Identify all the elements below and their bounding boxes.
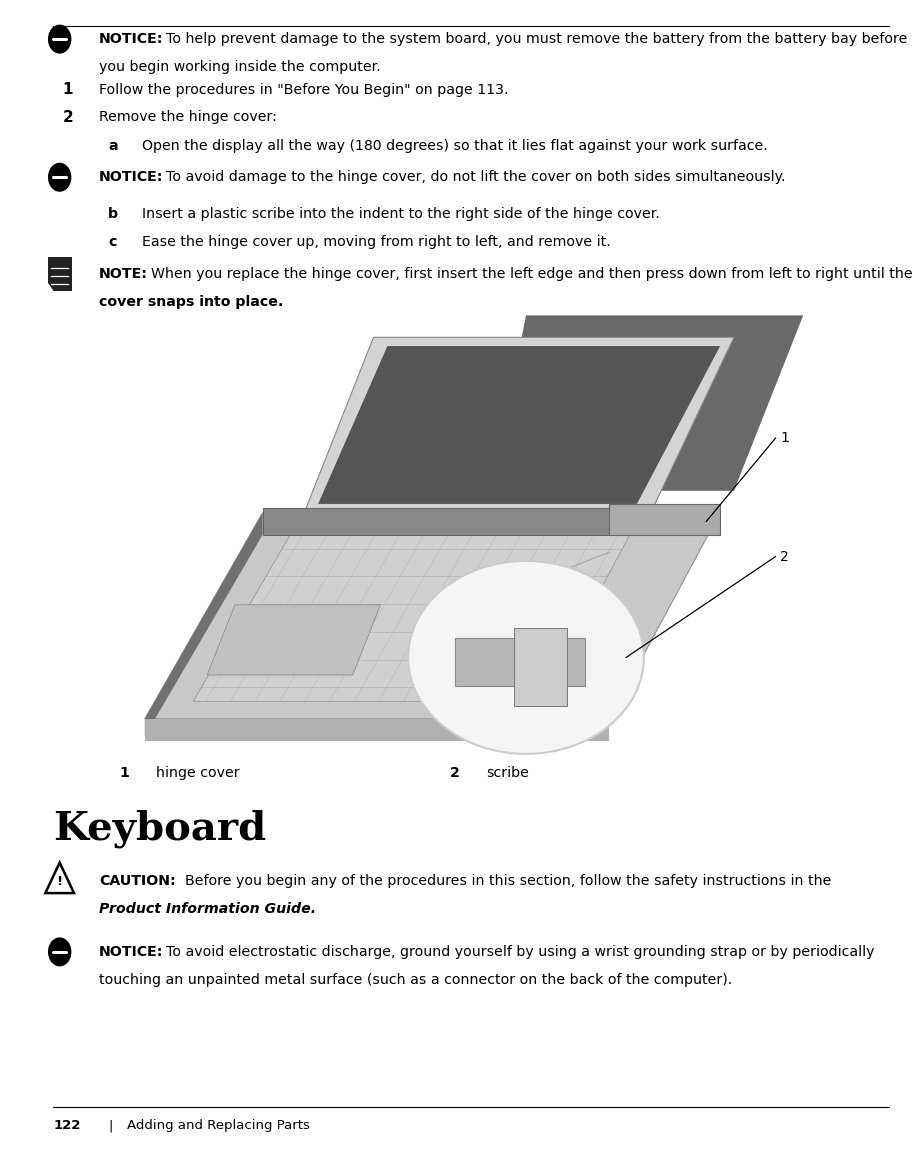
Text: Ease the hinge cover up, moving from right to left, and remove it.: Ease the hinge cover up, moving from rig… [142,235,611,249]
Text: hinge cover: hinge cover [156,767,240,780]
Polygon shape [610,504,720,534]
Polygon shape [145,512,263,737]
Text: c: c [108,235,117,249]
Text: NOTICE:: NOTICE: [99,945,163,959]
Text: NOTICE:: NOTICE: [99,32,163,46]
Text: touching an unpainted metal surface (such as a connector on the back of the comp: touching an unpainted metal surface (suc… [99,973,733,988]
Text: 2: 2 [780,549,789,564]
Bar [110,315,803,754]
Text: To avoid electrostatic discharge, ground yourself by using a wrist grounding str: To avoid electrostatic discharge, ground… [166,945,875,959]
Text: Remove the hinge cover:: Remove the hinge cover: [99,110,277,124]
Text: NOTICE:: NOTICE: [99,170,163,184]
Polygon shape [145,512,720,719]
Circle shape [49,163,71,191]
Text: CAUTION:: CAUTION: [99,874,176,887]
Text: scribe: scribe [487,767,530,780]
Ellipse shape [409,561,644,754]
Text: cover snaps into place.: cover snaps into place. [99,295,284,310]
Circle shape [49,25,71,53]
Text: To avoid damage to the hinge cover, do not lift the cover on both sides simultan: To avoid damage to the hinge cover, do n… [166,170,786,184]
Bar [48,257,72,291]
Text: 1: 1 [780,432,789,445]
Text: NOTE:: NOTE: [99,267,148,281]
Text: Before you begin any of the procedures in this section, follow the safety instru: Before you begin any of the procedures i… [185,874,832,887]
Polygon shape [207,604,380,674]
Polygon shape [491,315,803,490]
Text: b: b [108,207,118,221]
Text: Adding and Replacing Parts: Adding and Replacing Parts [127,1119,309,1133]
Text: To help prevent damage to the system board, you must remove the battery from the: To help prevent damage to the system boa… [166,32,908,46]
Text: a: a [108,139,118,153]
Polygon shape [304,337,734,512]
Text: 2: 2 [62,109,73,125]
Text: you begin working inside the computer.: you begin working inside the computer. [99,60,381,75]
Text: Insert a plastic scribe into the indent to the right side of the hinge cover.: Insert a plastic scribe into the indent … [142,207,660,221]
Text: 1: 1 [62,82,73,98]
Circle shape [49,938,71,966]
Polygon shape [145,719,610,741]
Text: 1: 1 [119,767,129,780]
Polygon shape [455,638,585,686]
Text: Open the display all the way (180 degrees) so that it lies flat against your wor: Open the display all the way (180 degree… [142,139,768,153]
Polygon shape [194,534,630,701]
Polygon shape [514,628,567,706]
Polygon shape [48,283,54,291]
Text: 2: 2 [450,767,460,780]
Text: When you replace the hinge cover, first insert the left edge and then press down: When you replace the hinge cover, first … [151,267,912,281]
Polygon shape [263,509,720,534]
Text: Keyboard: Keyboard [53,809,266,848]
Text: |: | [108,1119,113,1133]
Text: !: ! [57,875,62,889]
Polygon shape [319,346,720,504]
Text: Follow the procedures in "Before You Begin" on page 113.: Follow the procedures in "Before You Beg… [99,83,509,97]
Text: 122: 122 [53,1119,81,1133]
Text: Product Information Guide.: Product Information Guide. [99,901,317,916]
